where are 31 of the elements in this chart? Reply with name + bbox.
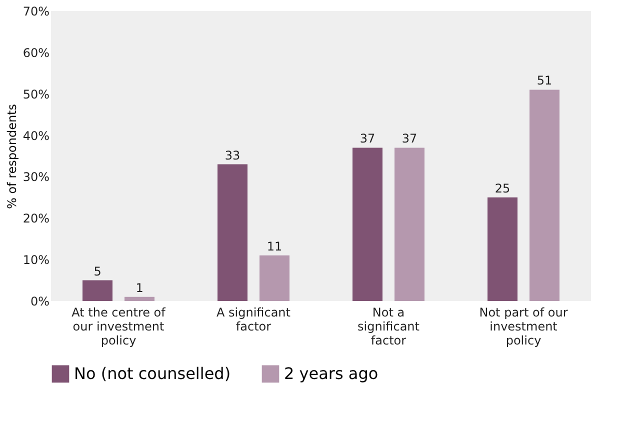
data-label: 51 [536,74,552,88]
y-tick-label: 30% [22,170,50,184]
bar [352,148,382,301]
data-label: 33 [224,148,240,162]
x-tick-label: At the centre of our investment policy [72,306,166,348]
bar [82,280,112,301]
legend-label: 2 years ago [284,364,378,383]
bar [260,255,290,301]
data-label: 1 [136,280,144,295]
x-tick-label: Not a significant factor [358,306,420,348]
x-tick-label: A significant factor [216,306,291,334]
bar [218,164,248,301]
y-tick-label: 10% [22,253,50,268]
y-axis-title: % of respondents [4,104,19,210]
bar [124,296,154,301]
x-tick-label: Not part of our investment policy [479,306,568,348]
data-label: 5 [94,264,102,278]
y-tick-label: 0% [30,294,50,308]
y-tick-label: 60% [22,46,50,60]
data-label: 37 [360,132,376,146]
bar [488,197,518,301]
data-label: 37 [402,132,418,146]
bar [530,90,560,301]
y-tick-label: 50% [22,87,50,102]
y-tick-label: 20% [22,212,50,226]
data-label: 25 [494,181,510,196]
data-label: 11 [266,239,282,254]
y-tick-label: 70% [22,4,50,18]
y-tick-label: 40% [22,128,50,143]
legend-label: No (not counselled) [74,364,231,383]
bar [394,148,424,301]
